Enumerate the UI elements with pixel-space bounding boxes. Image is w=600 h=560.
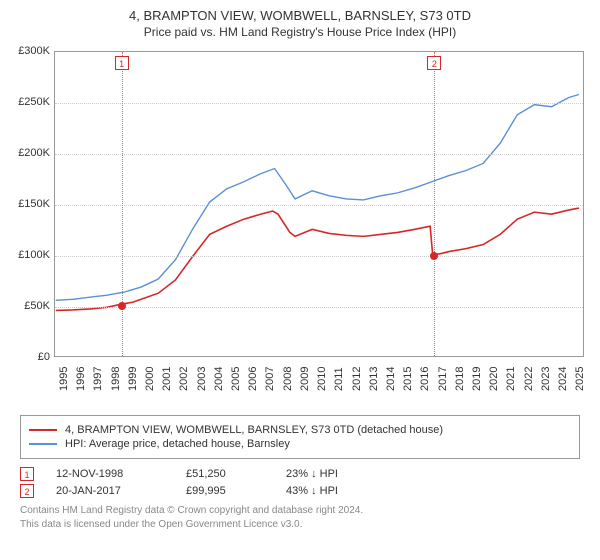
x-axis-label: 1996 [75, 367, 87, 391]
legend-item: 4, BRAMPTON VIEW, WOMBWELL, BARNSLEY, S7… [29, 424, 571, 436]
transaction-dot [430, 252, 438, 260]
x-axis-label: 2016 [419, 367, 431, 391]
x-axis-label: 2005 [230, 367, 242, 391]
y-axis-label: £250K [10, 96, 50, 108]
transaction-row: 2 20-JAN-2017£99,99543% ↓ HPI [20, 484, 580, 498]
gridline [55, 103, 583, 104]
x-axis-label: 2009 [299, 367, 311, 391]
x-axis-label: 2025 [574, 367, 586, 391]
x-axis-label: 2024 [557, 367, 569, 391]
x-axis-label: 2001 [161, 367, 173, 391]
title-block: 4, BRAMPTON VIEW, WOMBWELL, BARNSLEY, S7… [10, 8, 590, 39]
x-axis-label: 2013 [368, 367, 380, 391]
x-axis-label: 2012 [351, 367, 363, 391]
x-axis-label: 2021 [505, 367, 517, 391]
legend-item: HPI: Average price, detached house, Barn… [29, 438, 571, 450]
transaction-delta: 43% ↓ HPI [286, 485, 406, 497]
y-axis-label: £150K [10, 198, 50, 210]
plot-area: 12 [54, 51, 584, 357]
chart-lines [55, 52, 583, 356]
legend-box: 4, BRAMPTON VIEW, WOMBWELL, BARNSLEY, S7… [20, 415, 580, 459]
y-axis-label: £200K [10, 147, 50, 159]
x-axis-label: 2014 [385, 367, 397, 391]
transaction-marker-box: 2 [427, 56, 441, 70]
y-axis-label: £0 [10, 351, 50, 363]
transaction-index-box: 2 [20, 484, 34, 498]
x-axis-label: 2000 [144, 367, 156, 391]
transaction-marker-box: 1 [115, 56, 129, 70]
footer-attribution: Contains HM Land Registry data © Crown c… [20, 504, 580, 531]
y-axis-label: £50K [10, 300, 50, 312]
x-axis-label: 1998 [110, 367, 122, 391]
x-axis-label: 1995 [58, 367, 70, 391]
y-axis-label: £300K [10, 45, 50, 57]
y-axis-label: £100K [10, 249, 50, 261]
transaction-line [122, 52, 123, 356]
chart-title: 4, BRAMPTON VIEW, WOMBWELL, BARNSLEY, S7… [10, 8, 590, 23]
transaction-price: £51,250 [186, 468, 286, 480]
x-axis-label: 2022 [523, 367, 535, 391]
gridline [55, 205, 583, 206]
chart-area: 12 £0£50K£100K£150K£200K£250K£300K199519… [10, 45, 590, 405]
transaction-row: 1 12-NOV-1998£51,25023% ↓ HPI [20, 467, 580, 481]
x-axis-label: 2023 [540, 367, 552, 391]
legend-label: HPI: Average price, detached house, Barn… [65, 438, 290, 450]
x-axis-label: 1997 [92, 367, 104, 391]
gridline [55, 256, 583, 257]
chart-container: 4, BRAMPTON VIEW, WOMBWELL, BARNSLEY, S7… [0, 0, 600, 541]
x-axis-label: 2010 [316, 367, 328, 391]
x-axis-label: 2003 [196, 367, 208, 391]
x-axis-label: 2002 [178, 367, 190, 391]
legend-swatch [29, 443, 57, 445]
transaction-line [434, 52, 435, 356]
transaction-price: £99,995 [186, 485, 286, 497]
series-property [56, 208, 579, 310]
x-axis-label: 2008 [282, 367, 294, 391]
series-hpi [56, 95, 579, 301]
x-axis-label: 2007 [264, 367, 276, 391]
x-axis-label: 2004 [213, 367, 225, 391]
legend-swatch [29, 429, 57, 431]
x-axis-label: 1999 [127, 367, 139, 391]
transaction-delta: 23% ↓ HPI [286, 468, 406, 480]
transactions-table: 1 12-NOV-1998£51,25023% ↓ HPI 2 20-JAN-2017… [20, 467, 580, 498]
transaction-dot [118, 302, 126, 310]
footer-line-1: Contains HM Land Registry data © Crown c… [20, 504, 580, 518]
x-axis-label: 2018 [454, 367, 466, 391]
x-axis-label: 2011 [333, 367, 345, 391]
chart-subtitle: Price paid vs. HM Land Registry's House … [10, 25, 590, 39]
x-axis-label: 2017 [437, 367, 449, 391]
x-axis-label: 2019 [471, 367, 483, 391]
x-axis-label: 2020 [488, 367, 500, 391]
legend-label: 4, BRAMPTON VIEW, WOMBWELL, BARNSLEY, S7… [65, 424, 443, 436]
transaction-date: 12-NOV-1998 [56, 468, 186, 480]
transaction-index-box: 1 [20, 467, 34, 481]
x-axis-label: 2015 [402, 367, 414, 391]
gridline [55, 307, 583, 308]
footer-line-2: This data is licensed under the Open Gov… [20, 518, 580, 532]
x-axis-label: 2006 [247, 367, 259, 391]
gridline [55, 154, 583, 155]
transaction-date: 20-JAN-2017 [56, 485, 186, 497]
